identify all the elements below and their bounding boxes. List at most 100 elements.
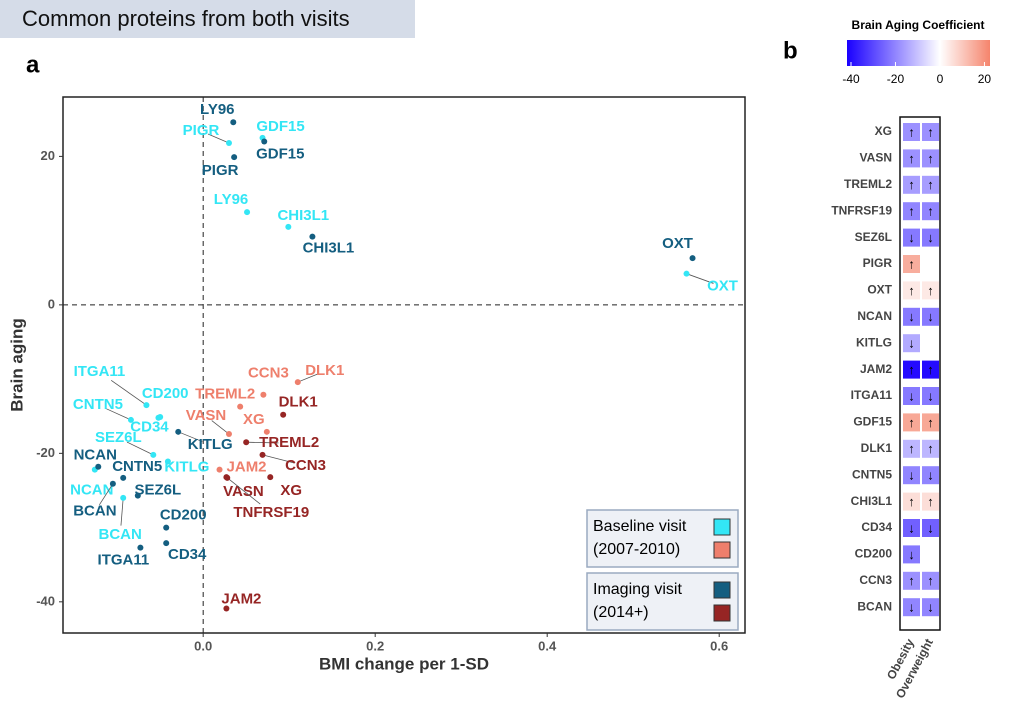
leader-line [227,477,261,505]
point-label: BCAN [73,503,116,520]
cell-arrow: ↓ [908,520,915,535]
row-label: CHI3L1 [851,494,893,508]
point-label: OXT [707,278,738,295]
heatmap-cell [903,334,920,353]
cell-arrow: ↓ [927,230,934,245]
cell-arrow: ↓ [927,388,934,403]
point-label: KITLG [164,458,209,475]
point [225,140,232,147]
row-label: XG [875,124,892,138]
cell-arrow: ↓ [927,468,934,483]
row-label: CD200 [855,547,893,561]
heatmap-cell [903,281,920,300]
row-label: CNTN5 [852,467,892,481]
heatmap-cell [903,307,920,326]
y-tick-label: -20 [36,445,55,460]
point [243,439,250,446]
heatmap-cell [903,519,920,537]
point [224,474,231,481]
legend-label: Baseline visit [593,518,687,535]
point [230,119,237,126]
x-tick-label: 0.6 [710,638,728,653]
legend-swatch [713,604,731,622]
point [231,154,238,161]
point-label: LY96 [214,191,248,208]
point-label: PIGR [202,162,239,179]
point [216,466,223,473]
cell-arrow: ↑ [927,204,934,219]
point [143,402,150,409]
cell-arrow: ↑ [927,283,934,298]
header-title: Common proteins from both visits [22,6,350,31]
cell-arrow: ↑ [908,124,915,139]
point [134,492,141,499]
cell-arrow: ↓ [908,336,915,351]
heatmap-cell [922,175,939,194]
point-label: DLK1 [279,394,318,411]
cell-arrow: ↑ [908,362,915,377]
x-tick-label: 0.0 [194,638,212,653]
leader-line [126,441,154,456]
point [263,428,270,435]
cell-arrow: ↑ [908,256,915,271]
heatmap-cell [922,492,939,511]
heatmap-cell [903,545,920,564]
heatmap-cell [903,598,920,617]
leader-line [178,431,203,442]
panel-label: a [26,51,40,78]
cell-arrow: ↑ [908,441,915,456]
heatmap-cell [903,492,920,511]
point-label: CD200 [160,507,207,524]
heatmap-cell [903,175,920,194]
panel-label: b [783,37,798,64]
y-tick-label: 20 [41,148,55,163]
legend-label: (2007-2010) [593,541,680,558]
heatmap-cell [922,439,939,458]
leader-line [297,373,319,383]
colorbar [847,40,990,66]
point-label: PIGR [183,122,220,139]
leader-line [686,273,714,284]
heatmap-cell [903,123,920,141]
cell-arrow: ↓ [908,309,915,324]
cell-arrow: ↓ [927,309,934,324]
leader-line [106,408,132,421]
header-bg [0,0,415,38]
x-tick-label: 0.4 [538,638,557,653]
leader-line [211,420,230,435]
point [309,233,316,240]
point-label: NCAN [74,447,117,464]
row-label: ITGA11 [851,388,893,402]
point-label: CD34 [130,419,169,436]
cell-arrow: ↑ [908,151,915,166]
point-label: NCAN [70,482,113,499]
colorbar-tick-label: 0 [937,72,944,86]
leader-line [99,483,114,505]
heatmap-cell [903,149,920,168]
row-label: TNFRSF19 [831,203,892,217]
colorbar-title: Brain Aging Coefficient [852,18,985,32]
cell-arrow: ↓ [927,520,934,535]
point-label: LY96 [200,101,234,118]
point [689,255,696,262]
cell-arrow: ↑ [908,494,915,509]
heatmap-cell [922,307,939,326]
cell-arrow: ↑ [927,415,934,430]
heatmap-cell [903,360,920,379]
point [137,544,144,551]
point-label: XG [280,482,302,499]
legend-label: Imaging visit [593,581,682,598]
heatmap-cell [922,228,939,247]
cell-arrow: ↑ [927,151,934,166]
point-label: GDF15 [256,146,304,163]
point [683,270,690,277]
point-label: CHI3L1 [303,240,355,257]
plot-frame [62,96,746,634]
heatmap-frame [899,116,941,631]
cell-arrow: ↑ [908,573,915,588]
point [261,138,268,145]
cell-arrow: ↓ [908,547,915,562]
point [244,209,251,216]
heatmap-cell [922,519,939,537]
